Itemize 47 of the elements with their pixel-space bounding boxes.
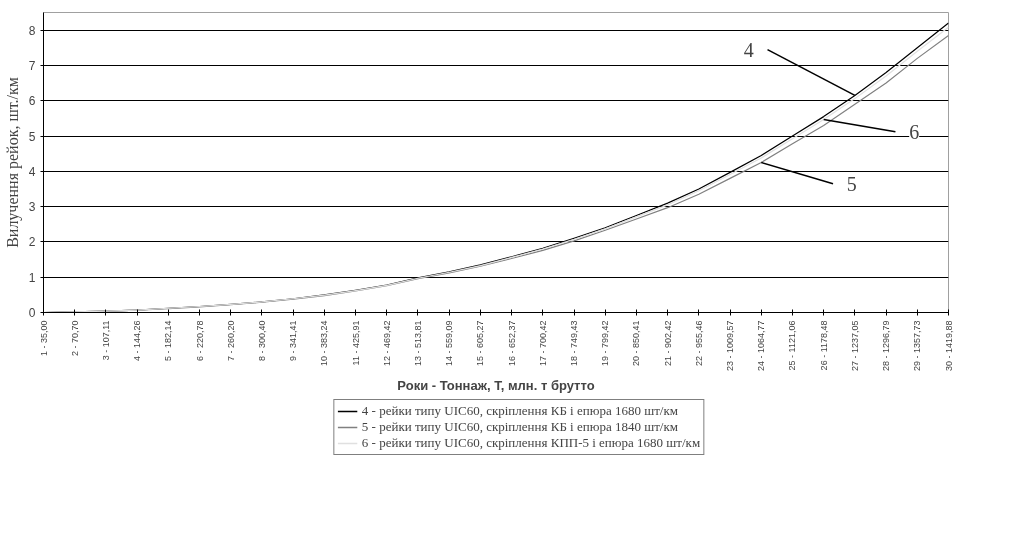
- x-tick-label: 29 - 1357,73: [912, 320, 923, 372]
- y-tick-label: 5: [28, 129, 36, 144]
- y-tick-label: 1: [28, 270, 36, 285]
- legend-label: 6 - рейки типу UIC60, скріплення КПП-5 і епюра 1680 шт/км: [361, 435, 701, 451]
- x-tick-label: 7 - 260,20: [225, 320, 236, 362]
- x-tick-label: 24 - 1064,77: [756, 320, 767, 372]
- y-tick-label: 8: [28, 23, 36, 38]
- x-tick-label: 11 - 425,91: [350, 320, 361, 366]
- legend-label: 4 - рейки типу UIC60, скріплення КБ і епюра 1680 шт/км: [361, 403, 679, 419]
- x-tick-label: 30 - 1419,88: [943, 320, 954, 372]
- x-tick-label: 22 - 955,46: [693, 320, 704, 367]
- x-axis-title: Роки - Тоннаж, Т, млн. т брутто: [397, 378, 595, 394]
- x-tick-label: 9 - 341,41: [288, 320, 299, 362]
- y-tick-label: 3: [28, 200, 36, 215]
- y-axis-title: Вилучення рейок, шт./км: [3, 77, 22, 248]
- x-tick-label: 14 - 559,09: [444, 320, 455, 367]
- y-tick-label: 6: [28, 94, 36, 109]
- x-tick-label: 25 - 1121,06: [787, 320, 798, 371]
- x-tick-label: 23 - 1009,57: [725, 320, 736, 372]
- x-tick-label: 10 - 383,24: [319, 320, 330, 367]
- annotation: 5: [846, 172, 857, 195]
- legend-label: 5 - рейки типу UIC60, скріплення КБ і епюра 1840 шт/км: [361, 419, 679, 435]
- x-tick-label: 3 - 107,11: [100, 320, 111, 361]
- x-tick-label: 28 - 1296,79: [881, 320, 892, 372]
- x-tick-label: 13 - 513,81: [412, 320, 423, 367]
- x-tick-label: 15 - 605,27: [475, 320, 486, 367]
- x-tick-label: 5 - 182,14: [163, 320, 174, 362]
- annotation: 6: [909, 120, 920, 143]
- x-tick-label: 8 - 300,40: [256, 320, 267, 362]
- x-tick-label: 6 - 220,78: [194, 320, 205, 362]
- y-tick-label: 0: [28, 306, 36, 320]
- x-tick-label: 4 - 144,26: [132, 320, 143, 362]
- x-tick-label: 1 - 35,00: [38, 320, 49, 357]
- x-tick-label: 16 - 652,37: [506, 320, 517, 367]
- y-tick-label: 4: [28, 164, 36, 179]
- x-tick-label: 27 - 1237,05: [849, 320, 860, 372]
- x-tick-label: 26 - 1178,48: [818, 320, 829, 371]
- x-tick-label: 20 - 850,41: [631, 320, 642, 367]
- x-tick-label: 12 - 469,42: [381, 320, 392, 367]
- x-tick-label: 2 - 70,70: [69, 320, 80, 357]
- x-tick-label: 19 - 799,42: [600, 320, 611, 367]
- annotation: 4: [743, 38, 754, 61]
- x-tick-label: 17 - 700,42: [537, 320, 548, 367]
- x-tick-label: 21 - 902,42: [662, 320, 673, 367]
- y-tick-label: 7: [28, 58, 36, 73]
- y-tick-label: 2: [28, 235, 36, 250]
- x-tick-label: 18 - 749,43: [569, 320, 580, 367]
